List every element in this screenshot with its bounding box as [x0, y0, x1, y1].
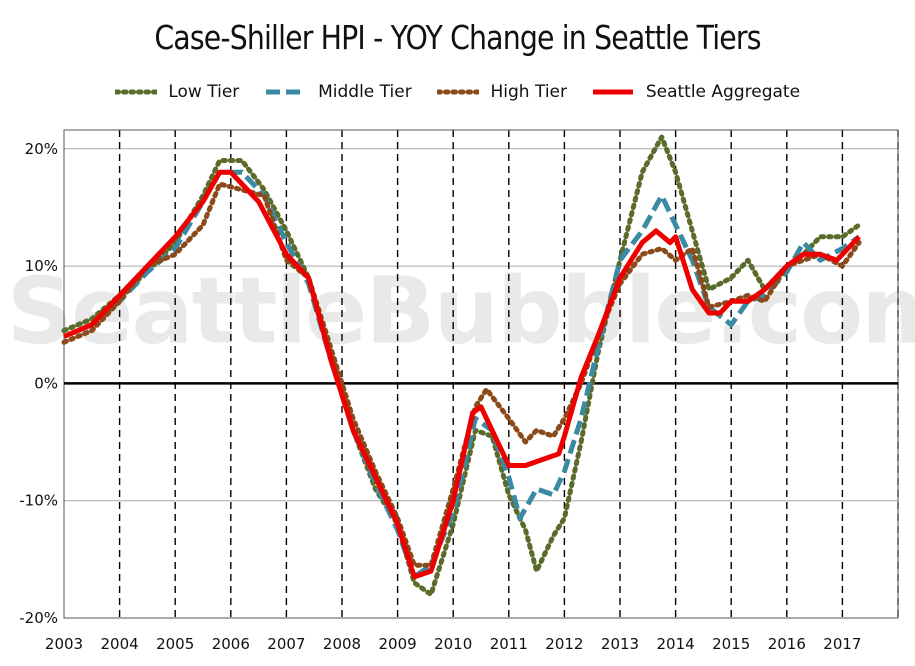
legend: Low Tier Middle Tier High Tier Seattle A…	[0, 82, 915, 102]
chart-title: Case-Shiller HPI - YOY Change in Seattle…	[154, 18, 761, 57]
legend-item-seattle-aggregate: Seattle Aggregate	[592, 82, 800, 102]
y-tick-label: 20%	[25, 140, 58, 158]
x-tick-label: 2008	[323, 635, 361, 653]
legend-swatch-low-tier	[113, 89, 159, 95]
legend-swatch-seattle-aggregate	[593, 89, 634, 95]
x-tick-label: 2011	[490, 635, 528, 653]
series-line-seattle-aggregate	[63, 169, 861, 580]
legend-label-low-tier: Low Tier	[168, 82, 240, 102]
legend-label-high-tier: High Tier	[490, 82, 568, 102]
y-tick-label: -20%	[19, 609, 58, 627]
x-tick-label: 2006	[212, 635, 250, 653]
x-tick-label: 2016	[768, 635, 806, 653]
x-tick-label: 2013	[601, 635, 639, 653]
x-tick-label: 2003	[45, 635, 83, 653]
x-tick-label: 2010	[434, 635, 472, 653]
watermark: SeattleBubble.com	[7, 257, 915, 364]
series-line-low-tier	[61, 134, 862, 597]
legend-item-low-tier: Low Tier	[113, 82, 240, 102]
x-tick-label: 2015	[712, 635, 750, 653]
y-tick-label: -10%	[19, 492, 58, 510]
legend-item-middle-tier: Middle Tier	[265, 82, 412, 102]
y-tick-label: 10%	[25, 257, 58, 275]
x-tick-label: 2007	[267, 635, 305, 653]
legend-label-seattle-aggregate: Seattle Aggregate	[645, 82, 801, 102]
x-tick-label: 2009	[379, 635, 417, 653]
x-tick-label: 2017	[823, 635, 861, 653]
legend-swatch-high-tier	[435, 89, 481, 95]
x-tick-label: 2005	[156, 635, 194, 653]
x-tick-label: 2012	[545, 635, 583, 653]
plot-frame	[63, 129, 899, 619]
legend-swatch-middle-tier	[265, 89, 306, 95]
legend-label-middle-tier: Middle Tier	[318, 82, 412, 102]
y-tick-label: 0%	[34, 374, 58, 392]
legend-item-high-tier: High Tier	[435, 82, 568, 102]
x-tick-label: 2014	[657, 635, 695, 653]
series-line-high-tier	[61, 181, 862, 568]
x-tick-label: 2004	[101, 635, 139, 653]
series-line-middle-tier	[63, 169, 861, 580]
